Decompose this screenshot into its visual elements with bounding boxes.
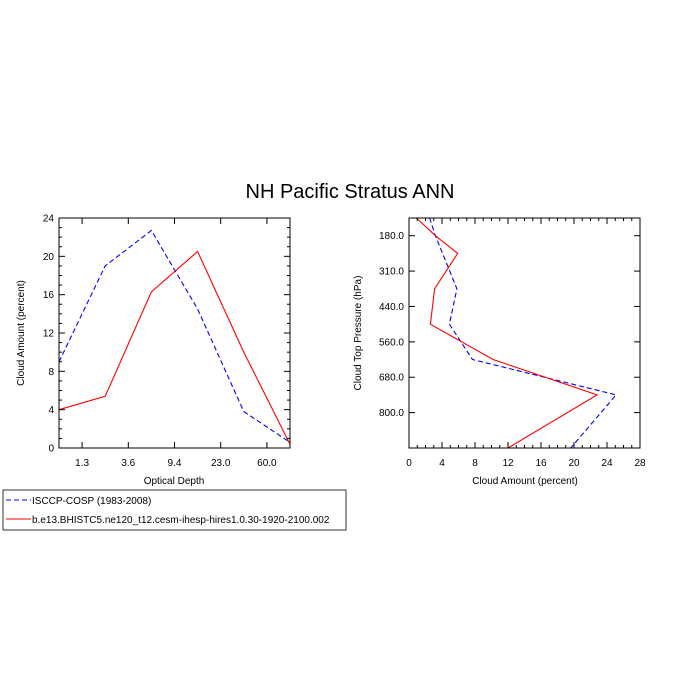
left-y-tick-label: 20 bbox=[43, 252, 55, 263]
left-y-tick-label: 16 bbox=[43, 290, 55, 301]
right-x-tick-label: 8 bbox=[472, 458, 478, 469]
right-series-isccp-line bbox=[429, 217, 618, 449]
right-series-model-line bbox=[416, 217, 599, 449]
left-plot-frame bbox=[58, 217, 291, 449]
right-y-tick-label: 800.0 bbox=[379, 408, 404, 419]
left-x-tick-label: 9.4 bbox=[168, 458, 182, 469]
right-x-tick-label: 28 bbox=[634, 458, 646, 469]
right-x-tick-label: 0 bbox=[406, 458, 412, 469]
left-x-axis-label: Optical Depth bbox=[144, 476, 205, 487]
left-x-tick-label: 60.0 bbox=[257, 458, 277, 469]
right-x-tick-label: 20 bbox=[568, 458, 580, 469]
right-plot-frame bbox=[408, 217, 641, 449]
right-x-tick-label: 12 bbox=[502, 458, 514, 469]
right-x-tick-label: 16 bbox=[535, 458, 547, 469]
left-y-tick-label: 8 bbox=[48, 367, 54, 378]
legend: ISCCP-COSP (1983-2008) b.e13.BHISTC5.ne1… bbox=[2, 489, 347, 531]
left-y-tick-label: 4 bbox=[48, 405, 54, 416]
right-y-tick-label: 440.0 bbox=[379, 302, 404, 313]
right-y-tick-label: 180.0 bbox=[379, 231, 404, 242]
right-y-tick-label: 560.0 bbox=[379, 337, 404, 348]
left-x-tick-label: 23.0 bbox=[211, 458, 231, 469]
left-series-isccp-line bbox=[58, 229, 291, 443]
left-series-model-line bbox=[58, 250, 291, 445]
right-y-tick-label: 680.0 bbox=[379, 373, 404, 384]
optical-depth-panel: Optical Depth Cloud Amount (percent) 0 4 8… bbox=[16, 214, 291, 487]
legend-label-isccp: ISCCP-COSP (1983-2008) bbox=[32, 496, 151, 507]
left-y-tick-label: 0 bbox=[48, 444, 54, 455]
cloud-top-pressure-panel: Cloud Amount (percent) Cloud Top Pressur… bbox=[353, 217, 646, 487]
left-y-tick-label: 24 bbox=[43, 214, 55, 225]
left-y-axis-label: Cloud Amount (percent) bbox=[16, 280, 27, 386]
right-x-axis-label: Cloud Amount (percent) bbox=[472, 476, 578, 487]
right-x-tick-label: 24 bbox=[601, 458, 613, 469]
left-x-tick-label: 3.6 bbox=[121, 458, 135, 469]
left-x-tick-label: 1.3 bbox=[75, 458, 89, 469]
right-y-tick-label: 310.0 bbox=[379, 267, 404, 278]
right-x-tick-label: 4 bbox=[439, 458, 445, 469]
figure-title: NH Pacific Stratus ANN bbox=[246, 181, 455, 203]
legend-box bbox=[2, 489, 347, 531]
legend-label-model: b.e13.BHISTC5.ne120_t12.cesm-ihesp-hires… bbox=[32, 515, 330, 526]
right-y-axis-label: Cloud Top Pressure (hPa) bbox=[353, 276, 364, 391]
left-y-tick-label: 12 bbox=[43, 329, 55, 340]
